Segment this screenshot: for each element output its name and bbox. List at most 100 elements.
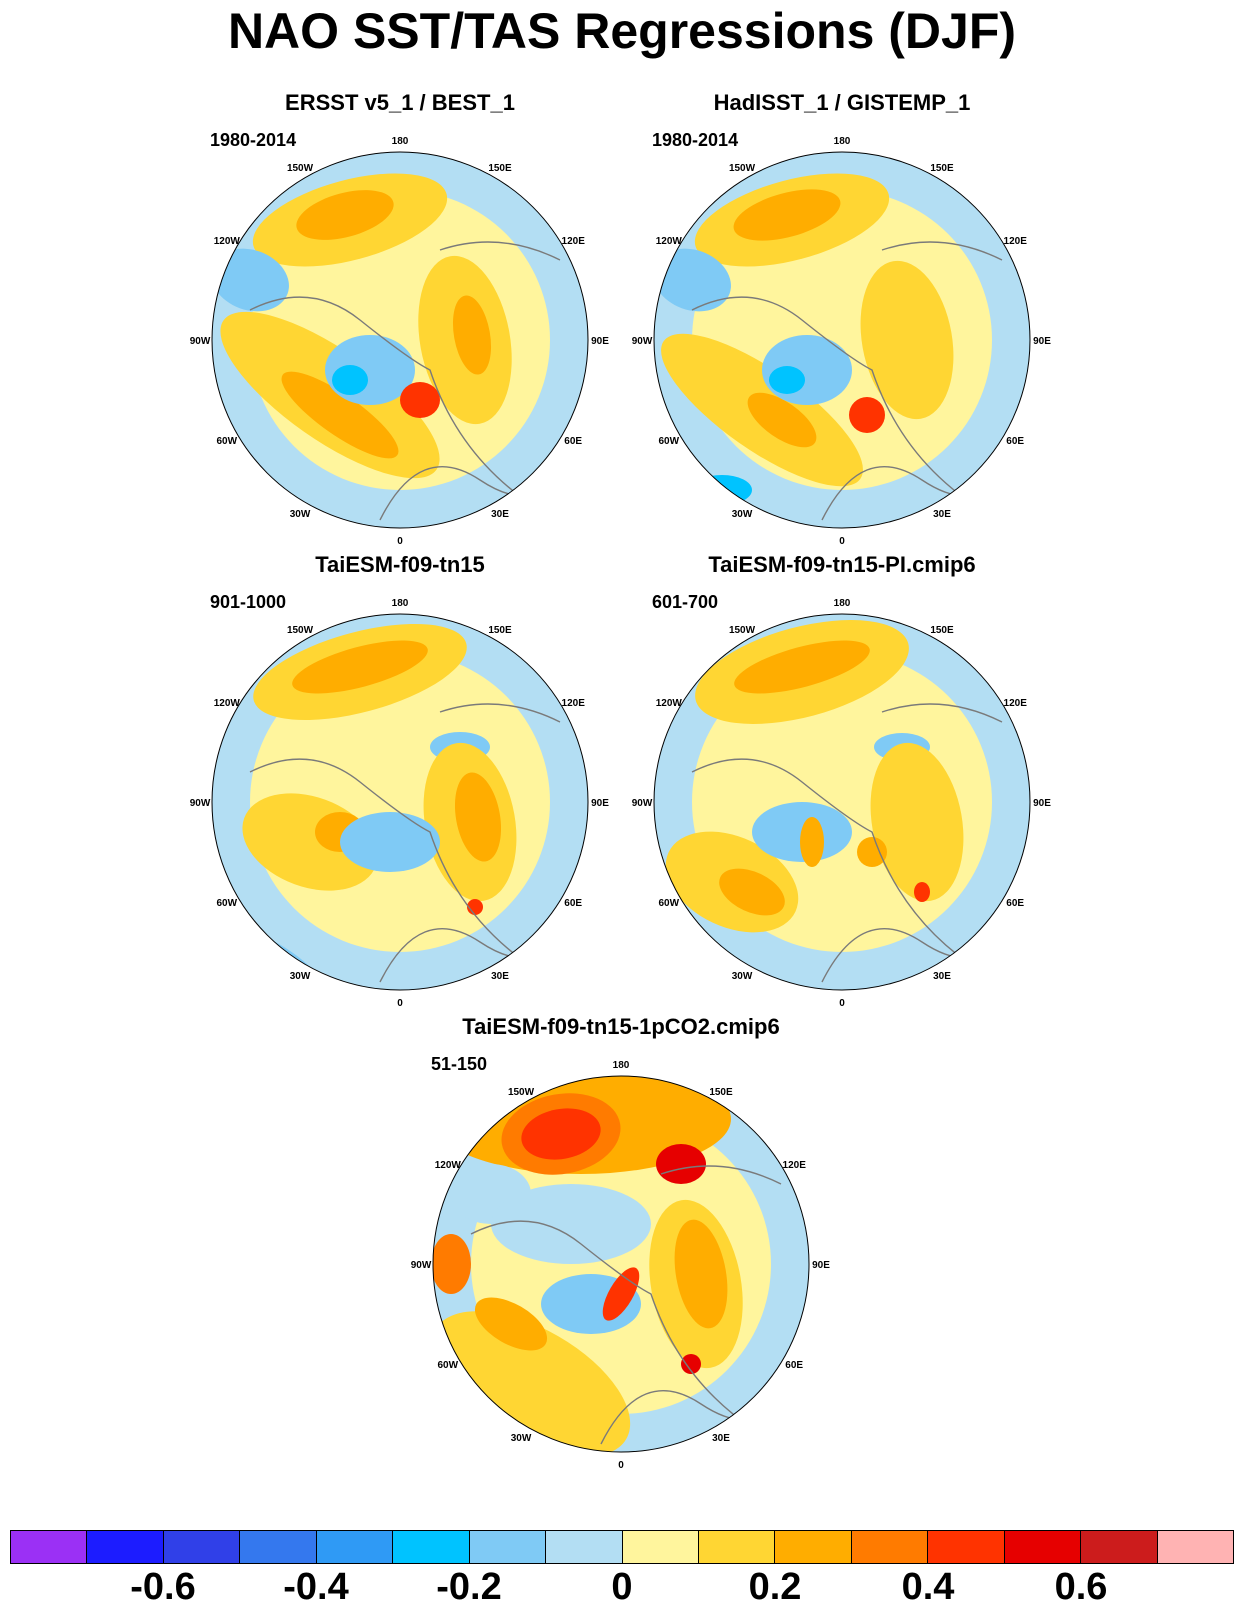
longitude-label: 120E <box>783 1160 807 1171</box>
colorbar-label: 0.2 <box>748 1566 802 1608</box>
longitude-label: 150E <box>930 163 954 174</box>
colorbar-box <box>87 1531 164 1563</box>
colorbar-label: 0.4 <box>901 1566 955 1608</box>
map-border <box>653 151 1031 529</box>
longitude-label: 60E <box>1006 436 1024 447</box>
longitude-label: 180 <box>834 136 851 147</box>
longitude-label: 150W <box>508 1087 535 1098</box>
field-anomaly <box>733 189 841 241</box>
colorbar-label: 0.6 <box>1054 1566 1108 1608</box>
longitude-label: 180 <box>392 136 409 147</box>
field-anomaly <box>433 1234 471 1294</box>
longitude-label: 180 <box>613 1060 630 1071</box>
longitude-label: 90W <box>411 1260 432 1271</box>
colorbar-box <box>546 1531 623 1563</box>
longitude-label: 30W <box>732 509 753 520</box>
field-anomaly <box>400 382 440 418</box>
polar-map: 180 150E 120E 90E 60E 30E 0 30W 60W 90W 120W 150W <box>632 136 1051 547</box>
colorbar-box <box>393 1531 470 1563</box>
longitude-label: 150E <box>930 625 954 636</box>
field-anomaly <box>769 366 805 394</box>
map-border <box>432 1075 810 1453</box>
map-border <box>211 613 589 991</box>
map-panel: TaiESM-f09-tn15 180 150E 120E 90E 60E 30E 0 30W 6… <box>190 552 610 1022</box>
map-panel: TaiESM-f09-tn15-1pCO2.cmip6 180 150E 120E 90… <box>411 1014 831 1484</box>
panel-title: HadISST_1 / GISTEMP_1 <box>713 90 971 115</box>
longitude-label: 60W <box>659 436 680 447</box>
longitude-label: 120E <box>562 236 586 247</box>
panel-period: 1980-2014 <box>652 130 739 150</box>
longitude-label: 180 <box>834 598 851 609</box>
field-anomaly <box>914 882 930 902</box>
field-anomaly <box>857 837 887 867</box>
map-panel: TaiESM-f09-tn15-PI.cmip6 180 150E 120E 90E 60… <box>632 552 1052 1022</box>
colorbar-box <box>698 1531 776 1563</box>
field-anomaly <box>656 1144 706 1184</box>
field-anomaly <box>692 475 752 505</box>
map-border <box>653 613 1031 991</box>
field-anomaly <box>227 951 273 983</box>
panel-title: TaiESM-f09-tn15-1pCO2.cmip6 <box>462 1014 780 1039</box>
map-panel: ERSST v5_1 / BEST_1 180 150E 120E 90E 60E 30E 0… <box>190 90 610 560</box>
field-anomaly <box>521 1108 601 1160</box>
longitude-label: 30E <box>712 1433 730 1444</box>
longitude-label: 150W <box>287 163 314 174</box>
field-anomaly <box>681 1354 701 1374</box>
field-anomaly <box>452 295 492 375</box>
panel-period: 901-1000 <box>210 592 287 612</box>
colorbar-box <box>1081 1531 1158 1563</box>
longitude-label: 30E <box>933 509 951 520</box>
longitude-label: 30E <box>491 971 509 982</box>
colorbar-box <box>316 1531 394 1563</box>
colorbar-label: -0.4 <box>283 1566 349 1608</box>
field-anomaly <box>296 190 394 240</box>
field-anomaly <box>719 868 785 916</box>
longitude-label: 120E <box>1004 236 1028 247</box>
colorbar-box <box>469 1531 547 1563</box>
longitude-label: 120W <box>656 236 683 247</box>
longitude-label: 150W <box>287 625 314 636</box>
longitude-label: 90E <box>1033 336 1051 347</box>
figure-title: NAO SST/TAS Regressions (DJF) <box>227 3 1017 59</box>
colorbar-box <box>928 1531 1005 1563</box>
longitude-label: 0 <box>839 536 845 547</box>
longitude-label: 180 <box>392 598 409 609</box>
longitude-label: 30E <box>491 509 509 520</box>
field-anomaly <box>433 1311 631 1452</box>
longitude-label: 150E <box>488 163 512 174</box>
longitude-label: 60E <box>564 436 582 447</box>
polar-map: 180 150E 120E 90E 60E 30E 0 30W 60W 90W 120W 150W <box>632 598 1051 1009</box>
colorbar-box <box>1004 1531 1082 1563</box>
longitude-label: 0 <box>397 998 403 1009</box>
longitude-label: 30W <box>511 1433 532 1444</box>
field-anomaly <box>870 742 964 902</box>
colorbar-box <box>851 1531 929 1563</box>
longitude-label: 0 <box>618 1460 624 1471</box>
longitude-label: 90W <box>632 798 653 809</box>
panel-period: 51-150 <box>431 1054 488 1074</box>
longitude-label: 90E <box>591 336 609 347</box>
longitude-label: 60W <box>438 1360 459 1371</box>
map-border <box>211 151 589 529</box>
longitude-label: 60E <box>1006 898 1024 909</box>
longitude-label: 120W <box>214 236 241 247</box>
colorbar-label: -0.6 <box>130 1566 196 1608</box>
polar-map: 180 150E 120E 90E 60E 30E 0 30W 60W 90W 120W 150W <box>190 598 609 1009</box>
longitude-label: 0 <box>397 536 403 547</box>
longitude-label: 60W <box>659 898 680 909</box>
panel-period: 601-700 <box>652 592 719 612</box>
field-anomaly <box>800 817 824 867</box>
field-anomaly <box>454 772 502 862</box>
longitude-label: 150E <box>709 1087 733 1098</box>
field-anomaly <box>734 640 870 694</box>
colorbar-box <box>622 1531 699 1563</box>
longitude-label: 90E <box>1033 798 1051 809</box>
colorbar-box <box>240 1531 317 1563</box>
longitude-label: 120E <box>1004 698 1028 709</box>
field-anomaly <box>340 812 440 872</box>
polar-map: 180 150E 120E 90E 60E 30E 0 30W 60W 90W 120W 150W <box>411 1060 830 1471</box>
longitude-label: 120E <box>562 698 586 709</box>
longitude-label: 120W <box>214 698 241 709</box>
longitude-label: 30E <box>933 971 951 982</box>
longitude-label: 90W <box>190 336 211 347</box>
